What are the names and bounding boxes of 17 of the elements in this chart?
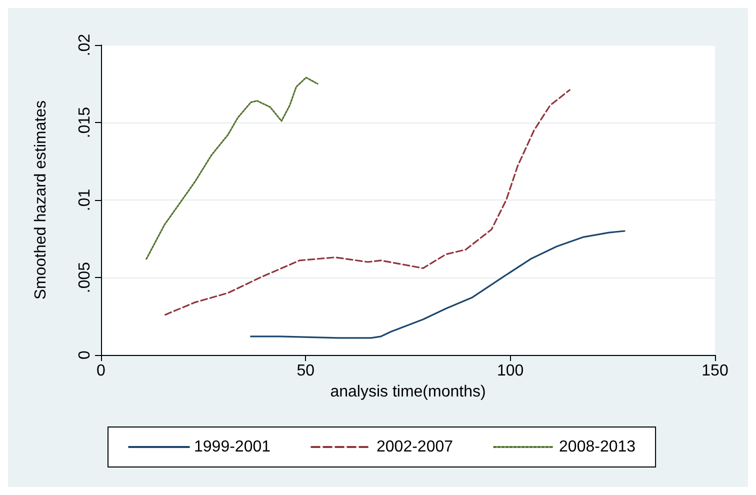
line-series <box>164 89 570 316</box>
x-tick-label: 0 <box>96 362 106 380</box>
y-tick-label: .015 <box>76 106 94 138</box>
legend-label: 2002-2007 <box>376 438 454 456</box>
legend-label: 2008-2013 <box>559 438 636 456</box>
legend-label: 1999-2001 <box>194 438 271 456</box>
y-tick-label: 0 <box>76 350 94 360</box>
y-tick-label: .02 <box>76 34 94 56</box>
line-series <box>250 230 626 339</box>
y-axis-title: Smoothed hazard estimates <box>32 100 50 300</box>
x-tick-label: 150 <box>702 362 728 380</box>
x-axis-title: analysis time(months) <box>330 383 486 400</box>
x-tick-label: 50 <box>296 362 315 380</box>
line-series <box>146 76 318 260</box>
x-tick-label: 100 <box>496 362 524 380</box>
y-tick-label: .005 <box>76 262 94 294</box>
y-tick-label: .01 <box>76 188 94 212</box>
